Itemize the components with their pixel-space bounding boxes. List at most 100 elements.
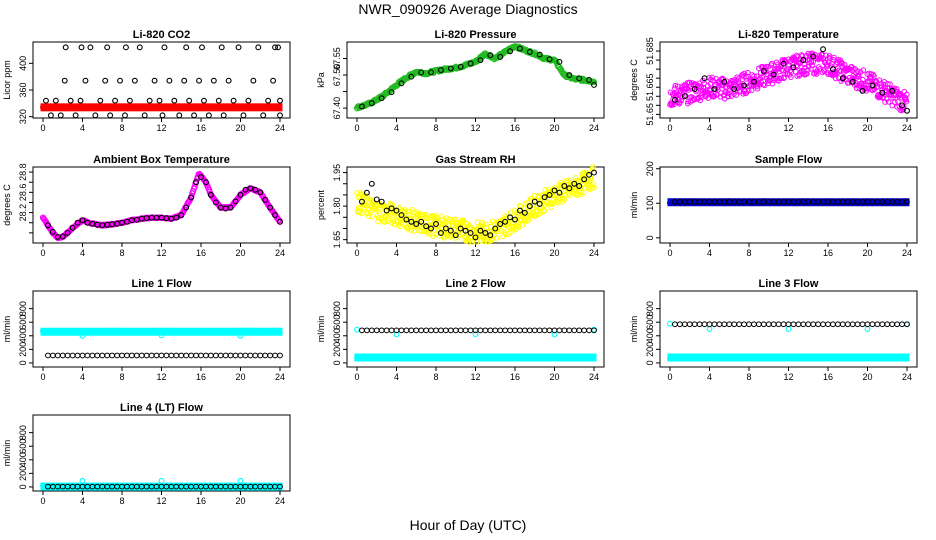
data-point <box>198 352 204 359</box>
data-point <box>418 327 425 334</box>
x-tick-label: 0 <box>667 248 672 258</box>
data-point <box>418 218 425 225</box>
x-tick-label: 4 <box>707 123 712 133</box>
data-point <box>894 321 901 328</box>
data-point <box>171 97 178 104</box>
data-point <box>222 352 229 359</box>
data-point <box>546 327 553 334</box>
data-point <box>829 66 836 73</box>
data-point <box>79 352 86 359</box>
data-point <box>122 44 129 51</box>
data-point <box>760 321 767 328</box>
data-point <box>102 77 109 84</box>
series-avg_points-points <box>43 44 283 119</box>
data-point <box>839 321 846 328</box>
data-point <box>74 219 81 226</box>
x-tick-label: 12 <box>470 248 480 258</box>
x-tick-label: 20 <box>549 372 559 382</box>
y-axis-label: ml/min <box>629 316 639 343</box>
data-point <box>669 101 676 108</box>
data-point <box>408 218 415 225</box>
x-tick-label: 0 <box>667 372 672 382</box>
x-tick-label: 16 <box>510 123 520 133</box>
y-tick-label: 200 <box>645 342 655 357</box>
data-point <box>873 78 879 84</box>
data-point <box>556 327 563 334</box>
y-tick-label: 51.65 <box>645 103 655 126</box>
data-point <box>859 321 866 328</box>
chart-title: Li-820 Temperature <box>738 29 839 41</box>
data-point <box>153 352 160 359</box>
data-point <box>576 327 583 334</box>
data-point <box>832 75 839 82</box>
x-tick-label: 24 <box>902 248 912 258</box>
chart-title: Li-820 CO2 <box>133 29 190 41</box>
y-tick-label: 0 <box>645 235 655 240</box>
data-point <box>487 52 494 59</box>
data-point <box>452 327 459 334</box>
data-point <box>366 213 372 220</box>
data-point <box>738 82 745 88</box>
data-point <box>44 222 51 229</box>
data-point <box>479 221 486 228</box>
data-point <box>501 222 507 228</box>
data-point <box>455 232 462 239</box>
data-point <box>378 327 385 334</box>
data-point <box>199 44 205 51</box>
data-point <box>79 217 86 224</box>
data-point <box>267 352 274 359</box>
data-point <box>438 327 444 334</box>
data-point <box>455 222 461 228</box>
data-point <box>810 321 817 328</box>
data-point <box>813 71 820 77</box>
x-tick-label: 24 <box>589 123 599 133</box>
data-point <box>201 97 207 104</box>
x-tick-label: 12 <box>783 248 793 258</box>
data-point <box>368 100 375 107</box>
x-tick-label: 4 <box>394 123 399 133</box>
data-point <box>247 352 254 359</box>
data-point <box>220 112 227 119</box>
y-axis-label: percent <box>316 189 326 220</box>
data-point <box>566 72 573 78</box>
x-tick-label: 8 <box>119 123 124 133</box>
data-point <box>800 321 807 328</box>
data-point <box>590 164 596 170</box>
data-point <box>580 189 587 196</box>
data-point <box>423 223 430 230</box>
data-point <box>277 352 283 359</box>
data-point <box>899 321 905 328</box>
data-point <box>895 98 901 105</box>
data-point <box>721 78 728 85</box>
data-point <box>59 352 66 359</box>
data-point <box>272 212 279 219</box>
data-point <box>225 77 232 84</box>
x-tick-label: 8 <box>746 123 751 133</box>
data-point <box>408 73 415 80</box>
data-point <box>483 221 489 228</box>
x-tick-label: 0 <box>354 248 359 258</box>
data-point <box>275 327 282 334</box>
data-point <box>376 211 383 217</box>
data-point <box>903 98 910 105</box>
data-point <box>232 352 239 359</box>
data-point <box>457 225 464 232</box>
x-tick-label: 20 <box>862 248 872 258</box>
data-point <box>158 352 165 359</box>
data-point <box>541 327 548 334</box>
y-tick-label: 67.40 <box>332 97 342 120</box>
data-point <box>97 97 104 104</box>
y-tick-label: 28.2 <box>18 204 28 222</box>
data-point <box>191 112 198 119</box>
x-tick-label: 24 <box>589 372 599 382</box>
data-point <box>166 77 173 84</box>
data-point <box>775 321 782 328</box>
data-point <box>156 97 163 104</box>
x-tick-label: 20 <box>549 123 559 133</box>
y-tick-label: 600 <box>18 315 28 330</box>
data-point <box>452 232 459 239</box>
data-point <box>671 96 678 103</box>
data-point <box>393 331 400 338</box>
data-point <box>188 194 195 201</box>
x-tick-label: 8 <box>433 372 438 382</box>
